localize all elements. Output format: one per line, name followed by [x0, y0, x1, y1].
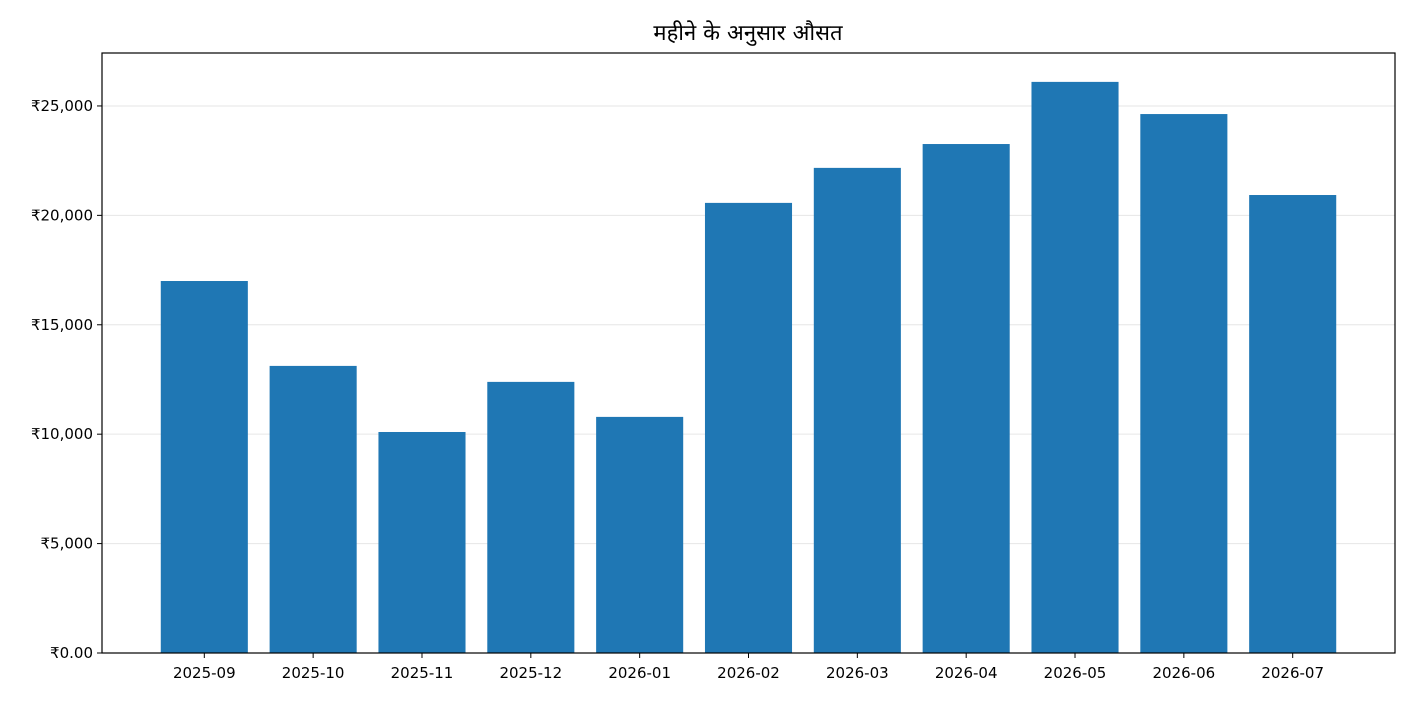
bar-2026-06 — [1140, 114, 1228, 653]
x-tick-label: 2025-12 — [499, 664, 562, 682]
y-tick-label: ₹20,000 — [31, 206, 93, 224]
y-tick-label: ₹0.00 — [50, 644, 93, 662]
x-tick-label: 2026-02 — [717, 664, 780, 682]
x-tick-label: 2025-10 — [282, 664, 345, 682]
bar-2026-01 — [596, 416, 684, 653]
bars — [160, 81, 1337, 654]
bar-2026-04 — [922, 144, 1010, 653]
x-axis: 2025-09 2025-10 2025-11 2025-12 2026-01 2026-… — [173, 653, 1324, 682]
x-tick-label: 2026-01 — [608, 664, 671, 682]
bar-2026-07 — [1249, 195, 1337, 653]
y-tick-label: ₹25,000 — [31, 97, 93, 115]
bar-2025-09 — [160, 281, 248, 653]
bar-2026-05 — [1031, 81, 1119, 653]
y-tick-label: ₹5,000 — [41, 535, 94, 553]
x-tick-label: 2026-03 — [826, 664, 889, 682]
bar-2025-12 — [487, 381, 575, 653]
y-axis: ₹0.00 ₹5,000 ₹10,000 ₹15,000 ₹20,000 ₹25,000 — [31, 97, 102, 662]
x-tick-label: 2026-04 — [935, 664, 998, 682]
x-tick-label: 2026-06 — [1153, 664, 1216, 682]
x-tick-label: 2026-05 — [1044, 664, 1107, 682]
x-tick-label: 2026-07 — [1261, 664, 1324, 682]
bar-2025-11 — [378, 431, 466, 653]
bar-2026-03 — [813, 167, 901, 654]
x-tick-label: 2025-09 — [173, 664, 236, 682]
x-tick-label: 2025-11 — [391, 664, 454, 682]
bar-2026-02 — [704, 202, 793, 653]
bar-2025-10 — [269, 365, 357, 653]
y-tick-label: ₹15,000 — [31, 316, 93, 334]
chart-title: महीने के अनुसार औसत — [653, 20, 843, 46]
y-tick-label: ₹10,000 — [31, 425, 93, 443]
